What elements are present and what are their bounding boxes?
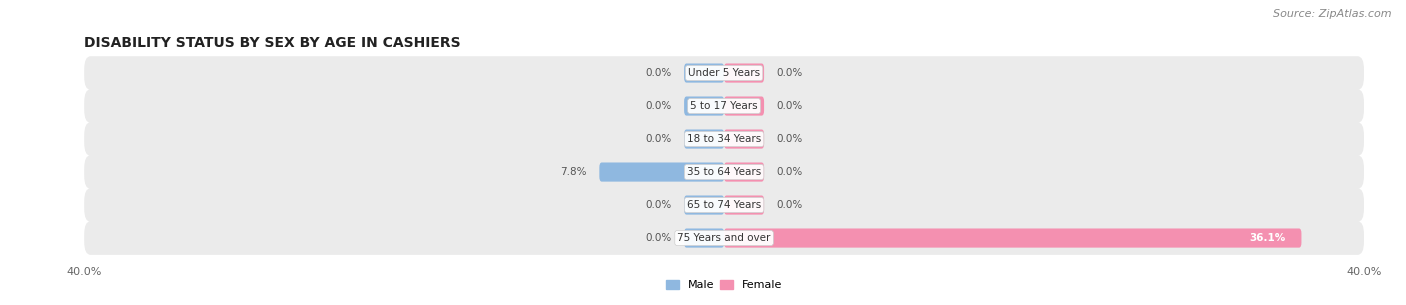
- FancyBboxPatch shape: [599, 163, 724, 181]
- Text: 0.0%: 0.0%: [645, 101, 671, 111]
- FancyBboxPatch shape: [724, 130, 763, 149]
- Text: 7.8%: 7.8%: [560, 167, 586, 177]
- Text: 0.0%: 0.0%: [778, 200, 803, 210]
- Text: 18 to 34 Years: 18 to 34 Years: [688, 134, 761, 144]
- Text: 0.0%: 0.0%: [778, 68, 803, 78]
- FancyBboxPatch shape: [724, 163, 763, 181]
- FancyBboxPatch shape: [685, 228, 724, 248]
- FancyBboxPatch shape: [84, 89, 1364, 123]
- Text: 0.0%: 0.0%: [645, 200, 671, 210]
- Text: 75 Years and over: 75 Years and over: [678, 233, 770, 243]
- Text: 0.0%: 0.0%: [645, 233, 671, 243]
- FancyBboxPatch shape: [84, 188, 1364, 222]
- FancyBboxPatch shape: [84, 221, 1364, 255]
- FancyBboxPatch shape: [724, 228, 1302, 248]
- FancyBboxPatch shape: [685, 96, 724, 116]
- FancyBboxPatch shape: [724, 196, 763, 215]
- FancyBboxPatch shape: [724, 96, 763, 116]
- Text: 0.0%: 0.0%: [645, 134, 671, 144]
- Text: 5 to 17 Years: 5 to 17 Years: [690, 101, 758, 111]
- Text: 0.0%: 0.0%: [778, 101, 803, 111]
- Text: 36.1%: 36.1%: [1249, 233, 1285, 243]
- FancyBboxPatch shape: [84, 155, 1364, 189]
- FancyBboxPatch shape: [84, 122, 1364, 156]
- Text: Under 5 Years: Under 5 Years: [688, 68, 761, 78]
- Text: 35 to 64 Years: 35 to 64 Years: [688, 167, 761, 177]
- Text: 65 to 74 Years: 65 to 74 Years: [688, 200, 761, 210]
- Text: 0.0%: 0.0%: [778, 167, 803, 177]
- FancyBboxPatch shape: [685, 130, 724, 149]
- FancyBboxPatch shape: [685, 63, 724, 83]
- Text: Source: ZipAtlas.com: Source: ZipAtlas.com: [1274, 9, 1392, 19]
- FancyBboxPatch shape: [685, 196, 724, 215]
- FancyBboxPatch shape: [84, 56, 1364, 90]
- FancyBboxPatch shape: [724, 63, 763, 83]
- Text: 0.0%: 0.0%: [778, 134, 803, 144]
- Text: DISABILITY STATUS BY SEX BY AGE IN CASHIERS: DISABILITY STATUS BY SEX BY AGE IN CASHI…: [84, 36, 461, 50]
- Legend: Male, Female: Male, Female: [661, 276, 787, 295]
- Text: 0.0%: 0.0%: [645, 68, 671, 78]
